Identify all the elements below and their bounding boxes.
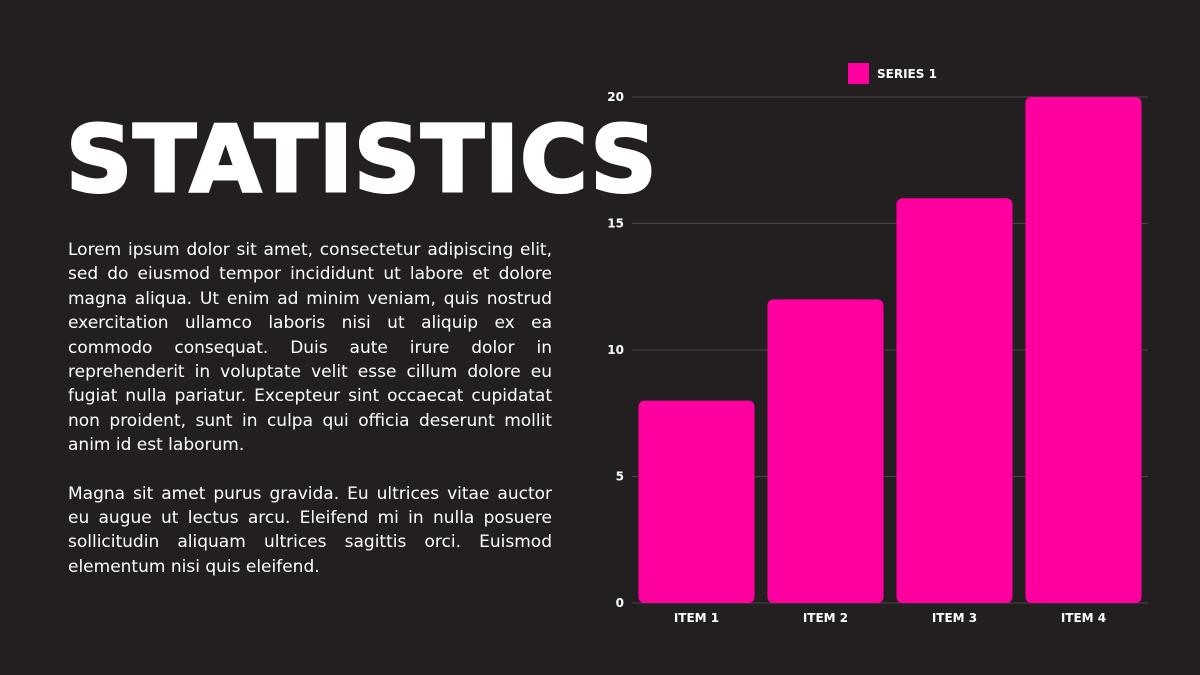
y-tick-label: 15 — [607, 217, 624, 231]
paragraph-2: Magna sit amet purus gravida. Eu ultrice… — [68, 483, 552, 577]
slide-title: STATISTICS — [65, 106, 659, 213]
y-tick-label: 20 — [607, 90, 624, 104]
legend-swatch — [848, 63, 869, 84]
x-tick-label: ITEM 3 — [932, 611, 977, 625]
paragraph-1: Lorem ipsum dolor sit amet, consectetur … — [68, 240, 552, 456]
y-tick-label: 5 — [616, 470, 624, 484]
bar — [767, 299, 884, 603]
x-tick-label: ITEM 1 — [674, 611, 719, 625]
bar — [1025, 97, 1142, 603]
bar — [638, 400, 755, 603]
x-tick-label: ITEM 4 — [1061, 611, 1106, 625]
bar — [896, 198, 1013, 603]
legend-label: SERIES 1 — [877, 67, 937, 81]
y-tick-label: 10 — [607, 343, 624, 357]
x-tick-label: ITEM 2 — [803, 611, 848, 625]
body-text: Lorem ipsum dolor sit amet, consectetur … — [68, 238, 552, 603]
y-tick-label: 0 — [616, 596, 624, 610]
